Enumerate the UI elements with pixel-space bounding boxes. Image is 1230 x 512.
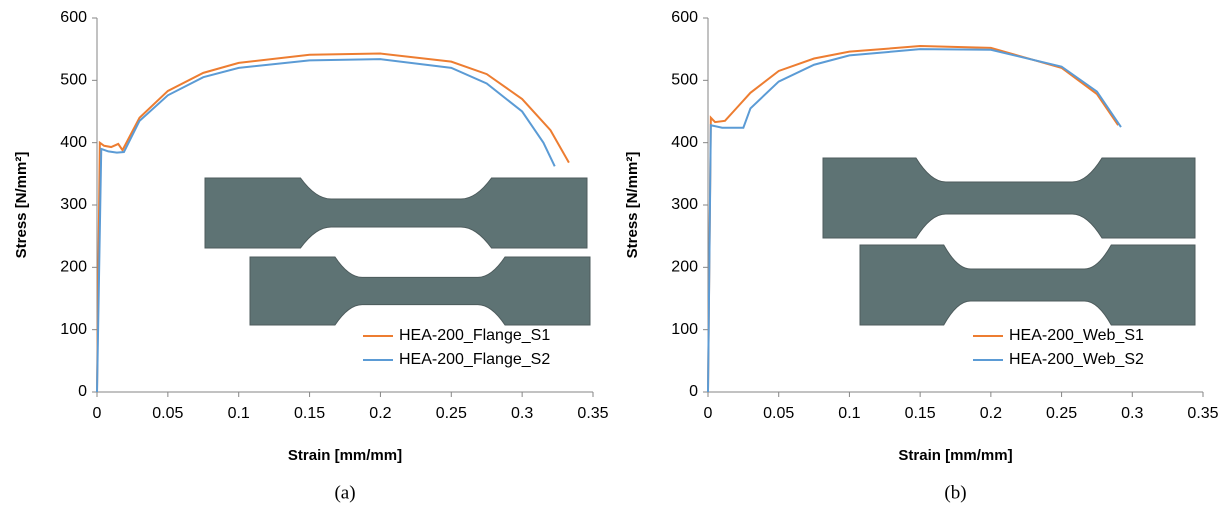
x-axis-title: Strain [mm/mm]: [898, 447, 1012, 464]
y-tick-label: 100: [671, 321, 698, 338]
x-tick-label: 0.2: [369, 405, 391, 422]
x-tick-label: 0: [704, 405, 713, 422]
specimen-photo: [823, 158, 1195, 238]
specimen-photo: [250, 257, 590, 325]
y-tick-label: 600: [671, 9, 698, 26]
y-tick-label: 200: [671, 259, 698, 276]
y-tick-label: 600: [60, 9, 87, 26]
legend-label: HEA-200_Web_S2: [1009, 351, 1144, 368]
x-tick-label: 0.3: [511, 405, 533, 422]
x-tick-label: 0.05: [763, 405, 794, 422]
y-tick-label: 400: [671, 134, 698, 151]
x-tick-label: 0.05: [152, 405, 183, 422]
y-axis-title: Stress [N/mm²]: [624, 152, 641, 259]
y-axis-title: Stress [N/mm²]: [13, 152, 30, 259]
x-tick-label: 0.15: [294, 405, 325, 422]
y-tick-label: 300: [60, 196, 87, 213]
legend-label: HEA-200_Web_S1: [1009, 327, 1144, 344]
x-tick-label: 0.35: [577, 405, 608, 422]
x-tick-label: 0.3: [1121, 405, 1143, 422]
x-tick-label: 0.15: [905, 405, 936, 422]
x-tick-label: 0.2: [980, 405, 1002, 422]
y-tick-label: 200: [60, 259, 87, 276]
y-tick-label: 0: [78, 383, 87, 400]
y-tick-label: 500: [671, 72, 698, 89]
specimen-photo: [205, 178, 587, 248]
y-tick-label: 400: [60, 134, 87, 151]
y-tick-label: 0: [689, 383, 698, 400]
x-tick-label: 0.35: [1187, 405, 1218, 422]
y-tick-label: 500: [60, 72, 87, 89]
x-axis-title: Strain [mm/mm]: [288, 447, 402, 464]
specimen-photo: [860, 245, 1195, 325]
legend-label: HEA-200_Flange_S2: [399, 351, 550, 368]
x-tick-label: 0.25: [436, 405, 467, 422]
x-tick-label: 0.1: [838, 405, 860, 422]
caption: (a): [334, 482, 355, 503]
x-tick-label: 0.25: [1046, 405, 1077, 422]
x-tick-label: 0: [93, 405, 102, 422]
figure: 0 100 200 300 400 500 600 0 0.05 0.1 0.15 0.2 0.25 0.…: [0, 0, 1230, 507]
x-tick-label: 0.1: [228, 405, 250, 422]
caption: (b): [944, 482, 966, 503]
legend-label: HEA-200_Flange_S1: [399, 327, 550, 344]
y-tick-label: 100: [60, 321, 87, 338]
y-tick-label: 300: [671, 196, 698, 213]
